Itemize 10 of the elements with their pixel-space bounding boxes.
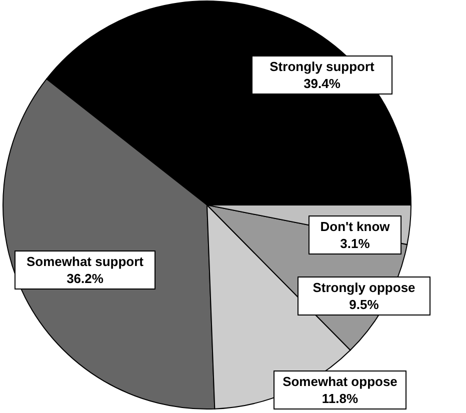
slice-label: Don't know <box>320 219 391 234</box>
data-label: 3.1% <box>340 236 370 251</box>
data-label: 36.2% <box>66 271 104 286</box>
data-label: 11.8% <box>322 391 359 406</box>
data-label: 39.4% <box>304 76 341 91</box>
slice-label: Strongly support <box>270 59 376 74</box>
slice-label: Strongly oppose <box>312 280 416 295</box>
slice-label: Somewhat oppose <box>282 374 398 389</box>
data-label: 9.5% <box>349 297 380 312</box>
slice-label: Somewhat support <box>26 254 144 269</box>
